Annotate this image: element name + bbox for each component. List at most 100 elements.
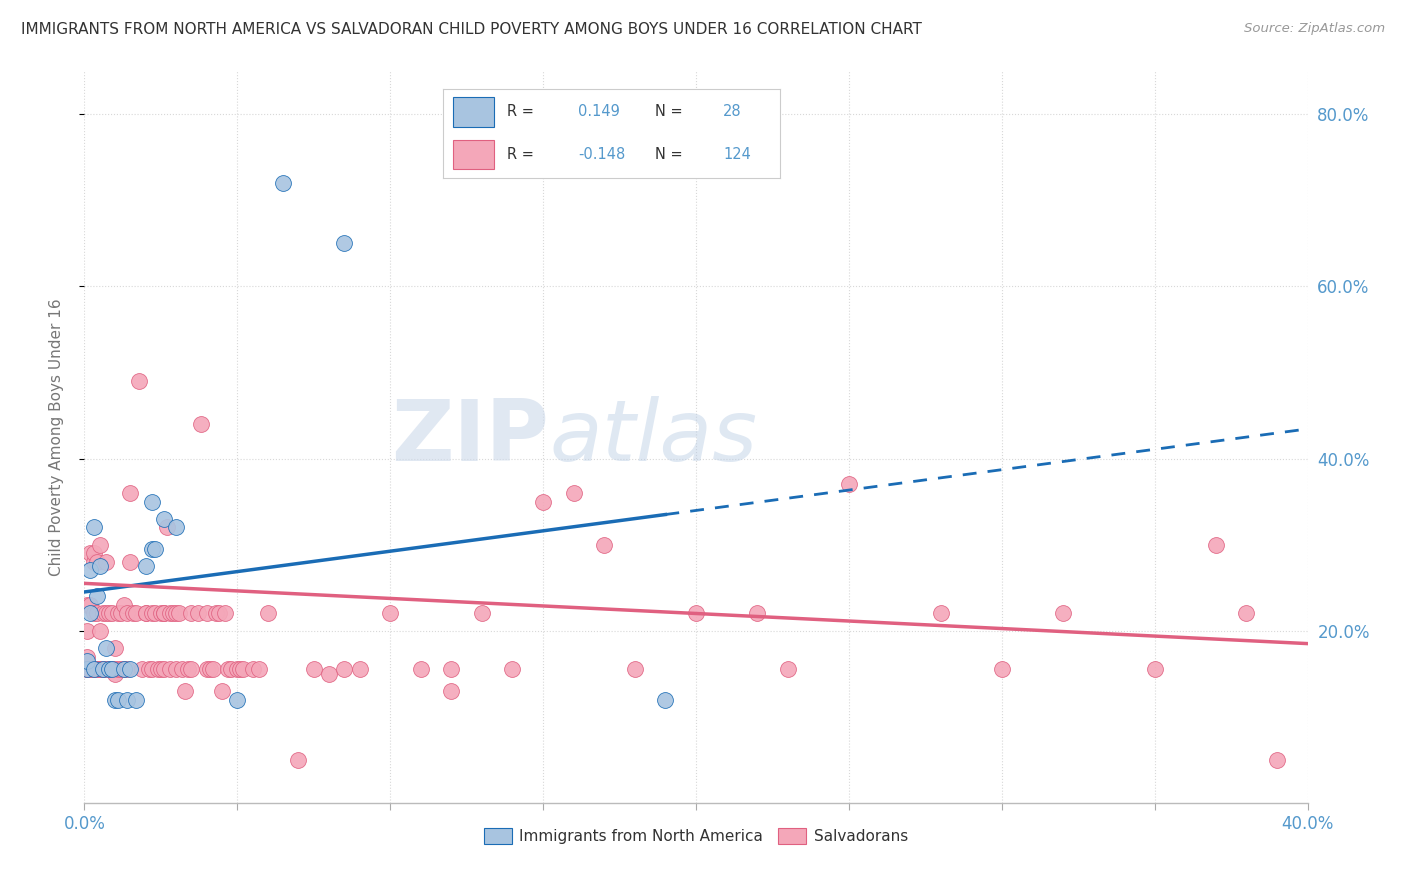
Point — [654, 692, 676, 706]
Point — [89, 662, 111, 676]
Point — [502, 662, 524, 676]
Point — [101, 662, 124, 676]
Point — [125, 692, 148, 706]
Point — [101, 662, 124, 676]
Point — [115, 607, 138, 621]
Point — [195, 662, 218, 676]
Point — [79, 564, 101, 578]
Point — [89, 559, 111, 574]
Point — [83, 607, 105, 621]
Point — [180, 662, 202, 676]
Point — [219, 662, 242, 676]
Point — [593, 538, 616, 552]
Point — [83, 546, 105, 560]
Point — [153, 607, 176, 621]
Point — [112, 598, 135, 612]
FancyBboxPatch shape — [453, 140, 494, 169]
Text: N =: N = — [655, 147, 688, 162]
Point — [1143, 662, 1166, 676]
Point — [195, 607, 218, 621]
Point — [76, 654, 98, 668]
Point — [91, 662, 114, 676]
Point — [76, 662, 98, 676]
Point — [104, 662, 127, 676]
Point — [205, 607, 228, 621]
Point — [318, 666, 340, 681]
Text: ZIP: ZIP — [391, 395, 550, 479]
Point — [232, 662, 254, 676]
Point — [115, 662, 138, 676]
Point — [141, 494, 163, 508]
Point — [131, 662, 153, 676]
Point — [94, 662, 117, 676]
Point — [83, 662, 105, 676]
Text: IMMIGRANTS FROM NORTH AMERICA VS SALVADORAN CHILD POVERTY AMONG BOYS UNDER 16 CO: IMMIGRANTS FROM NORTH AMERICA VS SALVADO… — [21, 22, 922, 37]
Point — [76, 662, 98, 676]
Point — [83, 520, 105, 534]
Point — [162, 607, 184, 621]
Point — [159, 662, 181, 676]
Point — [190, 417, 212, 432]
Point — [409, 662, 432, 676]
Point — [149, 662, 172, 676]
Point — [83, 662, 105, 676]
Text: 124: 124 — [723, 147, 751, 162]
Point — [1265, 753, 1288, 767]
Point — [115, 692, 138, 706]
Text: N =: N = — [655, 104, 688, 120]
FancyBboxPatch shape — [453, 97, 494, 127]
Point — [97, 607, 120, 621]
Point — [198, 662, 221, 676]
Point — [120, 662, 142, 676]
Point — [440, 684, 463, 698]
Point — [174, 684, 197, 698]
Point — [165, 520, 187, 534]
Point — [153, 512, 176, 526]
Point — [107, 692, 129, 706]
Point — [86, 607, 108, 621]
Point — [141, 662, 163, 676]
Point — [226, 662, 249, 676]
Point — [440, 662, 463, 676]
Point — [86, 589, 108, 603]
Point — [159, 607, 181, 621]
Point — [79, 662, 101, 676]
Point — [333, 236, 356, 251]
Point — [287, 753, 309, 767]
Point — [110, 662, 132, 676]
Point — [89, 624, 111, 638]
Point — [143, 607, 166, 621]
Point — [226, 692, 249, 706]
Point — [94, 607, 117, 621]
Point — [128, 374, 150, 388]
Point — [104, 666, 127, 681]
Point — [135, 559, 157, 574]
Point — [165, 607, 187, 621]
Text: 28: 28 — [723, 104, 741, 120]
Text: atlas: atlas — [550, 395, 758, 479]
Point — [747, 607, 769, 621]
Point — [79, 607, 101, 621]
Text: Source: ZipAtlas.com: Source: ZipAtlas.com — [1244, 22, 1385, 36]
Point — [1236, 607, 1258, 621]
Point — [167, 607, 190, 621]
Point — [201, 662, 224, 676]
Point — [97, 662, 120, 676]
Point — [153, 662, 176, 676]
Point — [135, 607, 157, 621]
Point — [302, 662, 325, 676]
Point — [104, 692, 127, 706]
Text: R =: R = — [508, 147, 538, 162]
Point — [76, 649, 98, 664]
Point — [180, 607, 202, 621]
Point — [79, 546, 101, 560]
Point — [929, 607, 952, 621]
Point — [156, 520, 179, 534]
Point — [229, 662, 252, 676]
Point — [79, 598, 101, 612]
Point — [112, 662, 135, 676]
Point — [776, 662, 799, 676]
Text: 0.149: 0.149 — [578, 104, 620, 120]
Point — [165, 662, 187, 676]
Point — [242, 662, 264, 676]
